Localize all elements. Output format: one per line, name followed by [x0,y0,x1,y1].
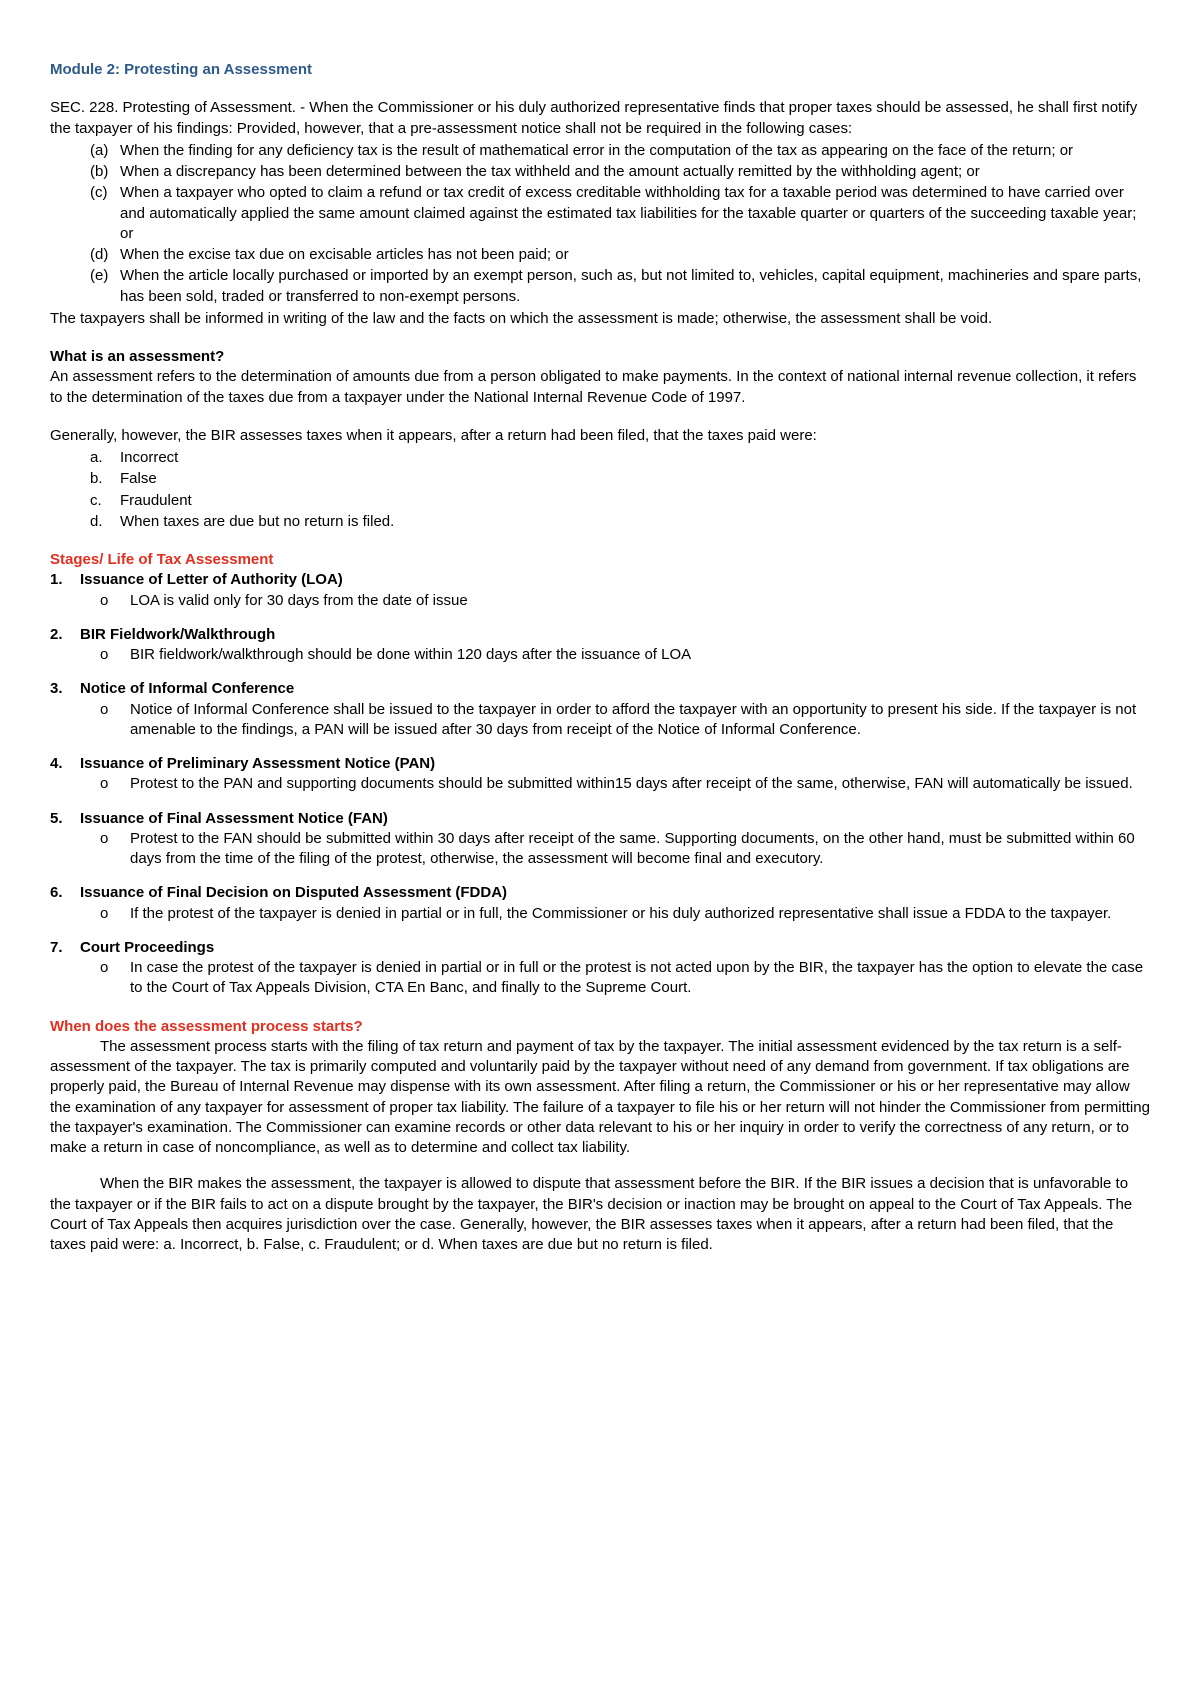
stage-item: 4.Issuance of Preliminary Assessment Not… [50,754,1150,795]
stage-header: 2.BIR Fieldwork/Walkthrough [50,625,1150,645]
bullet-icon: o [100,829,130,870]
stage-detail-row: oNotice of Informal Conference shall be … [100,700,1150,741]
reason-text: Fraudulent [120,491,192,511]
stage-detail: In case the protest of the taxpayer is d… [130,958,1150,999]
bullet-icon: o [100,700,130,741]
stage-detail: Notice of Informal Conference shall be i… [130,700,1150,741]
when-paragraph-1: The assessment process starts with the f… [50,1037,1150,1159]
intro-paragraph: SEC. 228. Protesting of Assessment. - Wh… [50,98,1150,139]
stage-number: 1. [50,570,80,590]
post-cases-paragraph: The taxpayers shall be informed in writi… [50,309,1150,329]
stage-number: 2. [50,625,80,645]
stage-item: 6.Issuance of Final Decision on Disputed… [50,883,1150,924]
case-item: (a)When the finding for any deficiency t… [90,141,1150,161]
stage-number: 3. [50,679,80,699]
stage-title: Issuance of Preliminary Assessment Notic… [80,754,435,774]
reason-text: Incorrect [120,448,178,468]
stage-detail-row: oIn case the protest of the taxpayer is … [100,958,1150,999]
case-item: (e)When the article locally purchased or… [90,266,1150,307]
bullet-icon: o [100,958,130,999]
reason-item: a.Incorrect [90,448,1150,468]
cases-list: (a)When the finding for any deficiency t… [90,141,1150,307]
when-paragraph-2: When the BIR makes the assessment, the t… [50,1174,1150,1255]
stage-header: 6.Issuance of Final Decision on Disputed… [50,883,1150,903]
stage-number: 6. [50,883,80,903]
case-item: (d)When the excise tax due on excisable … [90,245,1150,265]
stage-item: 1.Issuance of Letter of Authority (LOA) … [50,570,1150,611]
reason-item: c.Fraudulent [90,491,1150,511]
reason-item: b.False [90,469,1150,489]
stage-number: 5. [50,809,80,829]
stage-detail: If the protest of the taxpayer is denied… [130,904,1111,924]
case-item: (b)When a discrepancy has been determine… [90,162,1150,182]
stage-detail-row: oProtest to the PAN and supporting docum… [100,774,1150,794]
assessment-answer: An assessment refers to the determinatio… [50,367,1150,408]
list-marker: c. [90,491,120,511]
stage-header: 3.Notice of Informal Conference [50,679,1150,699]
list-marker: (b) [90,162,120,182]
stage-detail-row: oBIR fieldwork/walkthrough should be don… [100,645,1150,665]
case-text: When the excise tax due on excisable art… [120,245,569,265]
stage-title: BIR Fieldwork/Walkthrough [80,625,275,645]
stages-heading: Stages/ Life of Tax Assessment [50,550,1150,570]
stage-number: 7. [50,938,80,958]
case-item: (c)When a taxpayer who opted to claim a … [90,183,1150,244]
bullet-icon: o [100,591,130,611]
reason-text: False [120,469,157,489]
bullet-icon: o [100,774,130,794]
list-marker: d. [90,512,120,532]
stage-detail: BIR fieldwork/walkthrough should be done… [130,645,691,665]
when-starts-heading: When does the assessment process starts? [50,1017,1150,1037]
stage-detail: Protest to the PAN and supporting docume… [130,774,1133,794]
list-marker: (c) [90,183,120,244]
stage-item: 7.Court Proceedings oIn case the protest… [50,938,1150,999]
case-text: When the article locally purchased or im… [120,266,1150,307]
stage-detail: Protest to the FAN should be submitted w… [130,829,1150,870]
case-text: When the finding for any deficiency tax … [120,141,1073,161]
stage-header: 5.Issuance of Final Assessment Notice (F… [50,809,1150,829]
stage-title: Issuance of Letter of Authority (LOA) [80,570,343,590]
stage-title: Court Proceedings [80,938,214,958]
stage-title: Issuance of Final Assessment Notice (FAN… [80,809,388,829]
list-marker: a. [90,448,120,468]
bullet-icon: o [100,645,130,665]
stage-header: 4.Issuance of Preliminary Assessment Not… [50,754,1150,774]
reason-text: When taxes are due but no return is file… [120,512,394,532]
stage-detail-row: oLOA is valid only for 30 days from the … [100,591,1150,611]
list-marker: (e) [90,266,120,307]
bullet-icon: o [100,904,130,924]
stage-title: Issuance of Final Decision on Disputed A… [80,883,507,903]
reason-item: d.When taxes are due but no return is fi… [90,512,1150,532]
case-text: When a discrepancy has been determined b… [120,162,980,182]
reasons-list: a.Incorrect b.False c.Fraudulent d.When … [90,448,1150,532]
stage-header: 7.Court Proceedings [50,938,1150,958]
list-marker: (a) [90,141,120,161]
stage-item: 5.Issuance of Final Assessment Notice (F… [50,809,1150,870]
stage-header: 1.Issuance of Letter of Authority (LOA) [50,570,1150,590]
generally-paragraph: Generally, however, the BIR assesses tax… [50,426,1150,446]
stage-title: Notice of Informal Conference [80,679,294,699]
case-text: When a taxpayer who opted to claim a ref… [120,183,1150,244]
stage-detail-row: oProtest to the FAN should be submitted … [100,829,1150,870]
stage-detail: LOA is valid only for 30 days from the d… [130,591,468,611]
module-title: Module 2: Protesting an Assessment [50,60,1150,80]
stage-item: 3.Notice of Informal Conference oNotice … [50,679,1150,740]
stage-number: 4. [50,754,80,774]
stage-item: 2.BIR Fieldwork/Walkthrough oBIR fieldwo… [50,625,1150,666]
assessment-question-heading: What is an assessment? [50,347,1150,367]
stage-detail-row: oIf the protest of the taxpayer is denie… [100,904,1150,924]
list-marker: (d) [90,245,120,265]
list-marker: b. [90,469,120,489]
